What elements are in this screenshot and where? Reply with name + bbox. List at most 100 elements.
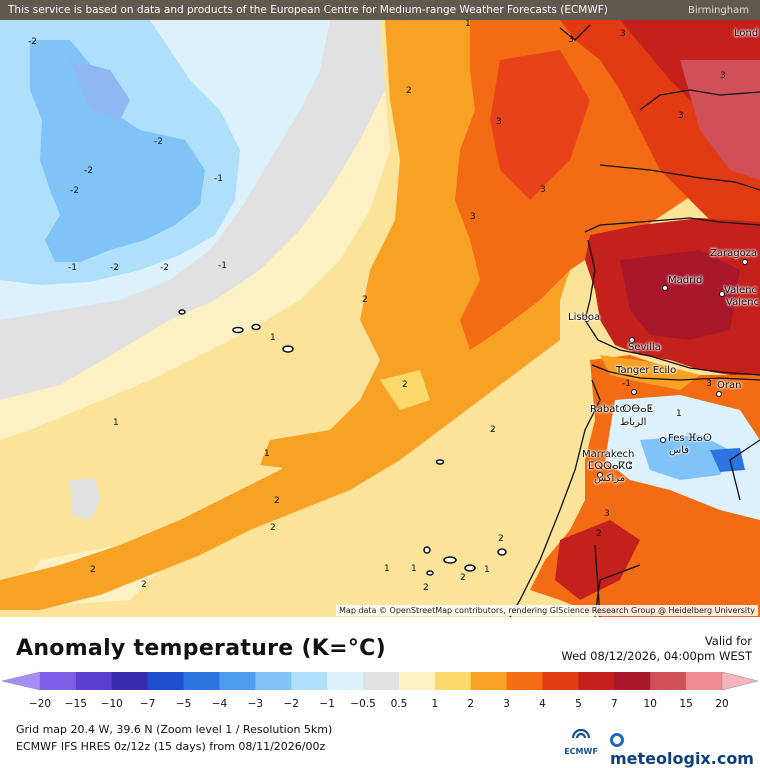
anomaly-temperature-map[interactable]: -2 -2 -2 -2 -1 -2 -1 -2 -1 1 1 1 1 1 1 1… — [0, 0, 760, 617]
legend-swatch — [578, 672, 615, 690]
city-label-marrakech: Marrakech — [582, 449, 635, 460]
contour-label: -2 — [110, 263, 119, 273]
city-label-sevilla: Sevilla — [628, 342, 661, 353]
contour-label: 1 — [676, 409, 682, 419]
city-label-fes: Fes ⴼⴰⵙ — [668, 433, 712, 444]
contour-label: 2 — [460, 573, 466, 583]
contour-label: 1 — [384, 564, 390, 574]
grid-info: Grid map 20.4 W, 39.6 N (Zoom level 1 / … — [16, 723, 333, 736]
city-label-marrakech-arabic: مراكش — [594, 473, 626, 484]
contour-label: 1 — [264, 449, 270, 459]
legend-swatch — [542, 672, 579, 690]
legend-tick-label: 7 — [610, 698, 618, 710]
legend-swatch — [219, 672, 256, 690]
legend-arrow-high — [721, 671, 759, 691]
legend-swatch — [686, 672, 723, 690]
contour-label: 2 — [90, 565, 96, 575]
city-label-valencia: Valenc — [724, 285, 757, 296]
ecmwf-icon — [571, 728, 591, 739]
city-label-rabat: Rabat ⵔⴱⴰⵟ — [590, 404, 653, 415]
meteologix-logo-text: meteologix.com — [610, 749, 754, 768]
city-label-tanger: Tanger Ecilo — [616, 365, 677, 376]
legend-tick-label: 5 — [575, 698, 582, 710]
valid-time: Valid for Wed 08/12/2026, 04:00pm WEST — [561, 634, 752, 664]
legend-swatch — [470, 672, 508, 690]
contour-label: -1 — [622, 379, 631, 389]
contour-label: 3 — [540, 185, 546, 195]
legend-arrow-low — [1, 671, 41, 691]
city-label-zaragoza: Zaragoza — [710, 248, 758, 259]
contour-label: 3 — [706, 379, 712, 389]
ecmwf-logo-text: ECMWF — [564, 747, 598, 756]
legend-swatch — [75, 672, 113, 690]
legend-tick-label: −5 — [175, 698, 192, 710]
legend-tick-label: −3 — [247, 698, 264, 710]
contour-label: -1 — [68, 263, 77, 273]
contour-label: 2 — [274, 496, 280, 506]
legend-tick-label: −10 — [100, 698, 123, 710]
contour-label: 3 — [568, 35, 574, 45]
legend-swatch — [183, 672, 220, 690]
contour-label: 1 — [465, 19, 471, 29]
contour-label: 2 — [362, 295, 368, 305]
meteologix-logo[interactable]: meteologix.com — [610, 730, 760, 768]
contour-label: -1 — [214, 174, 223, 184]
legend-swatch — [40, 672, 77, 690]
legend-swatch — [398, 672, 436, 690]
contour-label: 3 — [496, 117, 502, 127]
legend-swatch — [255, 672, 292, 690]
legend-swatch — [614, 672, 651, 690]
legend-tick-label: 20 — [715, 698, 729, 710]
legend-tick-label: −2 — [283, 698, 299, 710]
contour-label: 2 — [141, 580, 147, 590]
contour-label: 3 — [620, 29, 626, 39]
city-label-valencia-alt: Valenc — [726, 297, 759, 308]
contour-label: -1 — [218, 261, 227, 271]
contour-label: 1 — [484, 565, 490, 575]
city-label-lisboa: Lisboa — [568, 312, 601, 323]
legend-swatch — [650, 672, 687, 690]
legend-tick-label: 2 — [467, 698, 475, 710]
map-canvas: -2 -2 -2 -2 -1 -2 -1 -2 -1 1 1 1 1 1 1 1… — [0, 19, 760, 617]
city-label-oran: Oran — [717, 380, 742, 391]
valid-datetime: Wed 08/12/2026, 04:00pm WEST — [561, 649, 752, 663]
legend-tick-label: 0.5 — [390, 698, 408, 710]
legend-swatch — [291, 672, 328, 690]
legend-tick-label: 4 — [539, 698, 546, 710]
legend-tick-label: −20 — [28, 698, 52, 710]
ecmwf-notice: This service is based on data and produc… — [0, 0, 760, 20]
legend-tick-label: 1 — [431, 698, 439, 710]
legend-swatch — [363, 672, 400, 690]
city-label-rabat-arabic: الرباط — [620, 417, 647, 428]
model-info: ECMWF IFS HRES 0z/12z (15 days) from 08/… — [16, 740, 326, 753]
legend-tick-label: 15 — [679, 698, 693, 710]
legend-swatch — [434, 672, 472, 690]
city-label-london: Lond — [734, 28, 759, 39]
legend-tick-label: 10 — [643, 698, 657, 710]
contour-label: 2 — [406, 86, 412, 96]
contour-label: 2 — [596, 529, 602, 539]
contour-label: 2 — [423, 583, 429, 593]
contour-label: 1 — [411, 564, 417, 574]
contour-label: 3 — [470, 212, 476, 222]
contour-label: -2 — [70, 186, 79, 196]
contour-label: 3 — [678, 111, 684, 121]
contour-label: 1 — [270, 333, 276, 343]
contour-label: 2 — [498, 534, 504, 544]
contour-label: 2 — [490, 425, 496, 435]
legend-tick-label: −15 — [64, 698, 87, 710]
city-label-fes-arabic: فاس — [669, 445, 690, 456]
color-scale-legend — [1, 671, 759, 691]
city-label-birmingham: Birmingham — [688, 5, 749, 16]
legend-swatch — [147, 672, 185, 690]
meteologix-icon — [610, 733, 624, 747]
contour-label: -2 — [154, 137, 163, 147]
contour-label: 3 — [720, 71, 726, 81]
contour-label: 2 — [270, 523, 276, 533]
map-attribution[interactable]: Map data © OpenStreetMap contributors, r… — [336, 605, 758, 616]
ecmwf-logo[interactable]: ECMWF — [560, 726, 602, 756]
legend-swatch — [111, 672, 149, 690]
legend-tick-label: −4 — [211, 698, 228, 710]
legend-swatch — [327, 672, 364, 690]
legend-tick-label: −1 — [319, 698, 335, 710]
